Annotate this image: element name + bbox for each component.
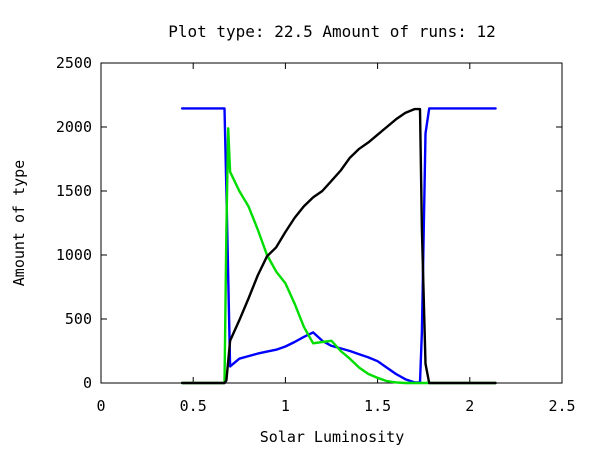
x-axis-label: Solar Luminosity <box>260 428 405 446</box>
chart-title: Plot type: 22.5 Amount of runs: 12 <box>168 22 496 41</box>
x-tick-label: 1 <box>281 397 290 415</box>
y-axis-label: Amount of type <box>10 160 28 286</box>
y-tick-label: 500 <box>65 310 92 328</box>
plot-frame <box>100 62 563 384</box>
x-tick-label: 2 <box>465 397 474 415</box>
ticks-layer: 0 0.5 1 1.5 2 2.5 0 500 1000 1500 2000 2500 <box>56 54 576 415</box>
y-tick-label: 2000 <box>56 118 92 136</box>
series-line-2 <box>180 127 497 385</box>
series-layer <box>180 107 497 385</box>
y-tick-label: 2500 <box>56 54 92 72</box>
series-line-3 <box>180 107 497 385</box>
y-tick-label: 1500 <box>56 182 92 200</box>
y-tick-label: 0 <box>83 374 92 392</box>
x-tick-label: 1.5 <box>364 397 391 415</box>
y-tick-label: 1000 <box>56 246 92 264</box>
x-tick-label: 0 <box>96 397 105 415</box>
x-tick-label: 0.5 <box>180 397 207 415</box>
x-tick-label: 2.5 <box>548 397 575 415</box>
